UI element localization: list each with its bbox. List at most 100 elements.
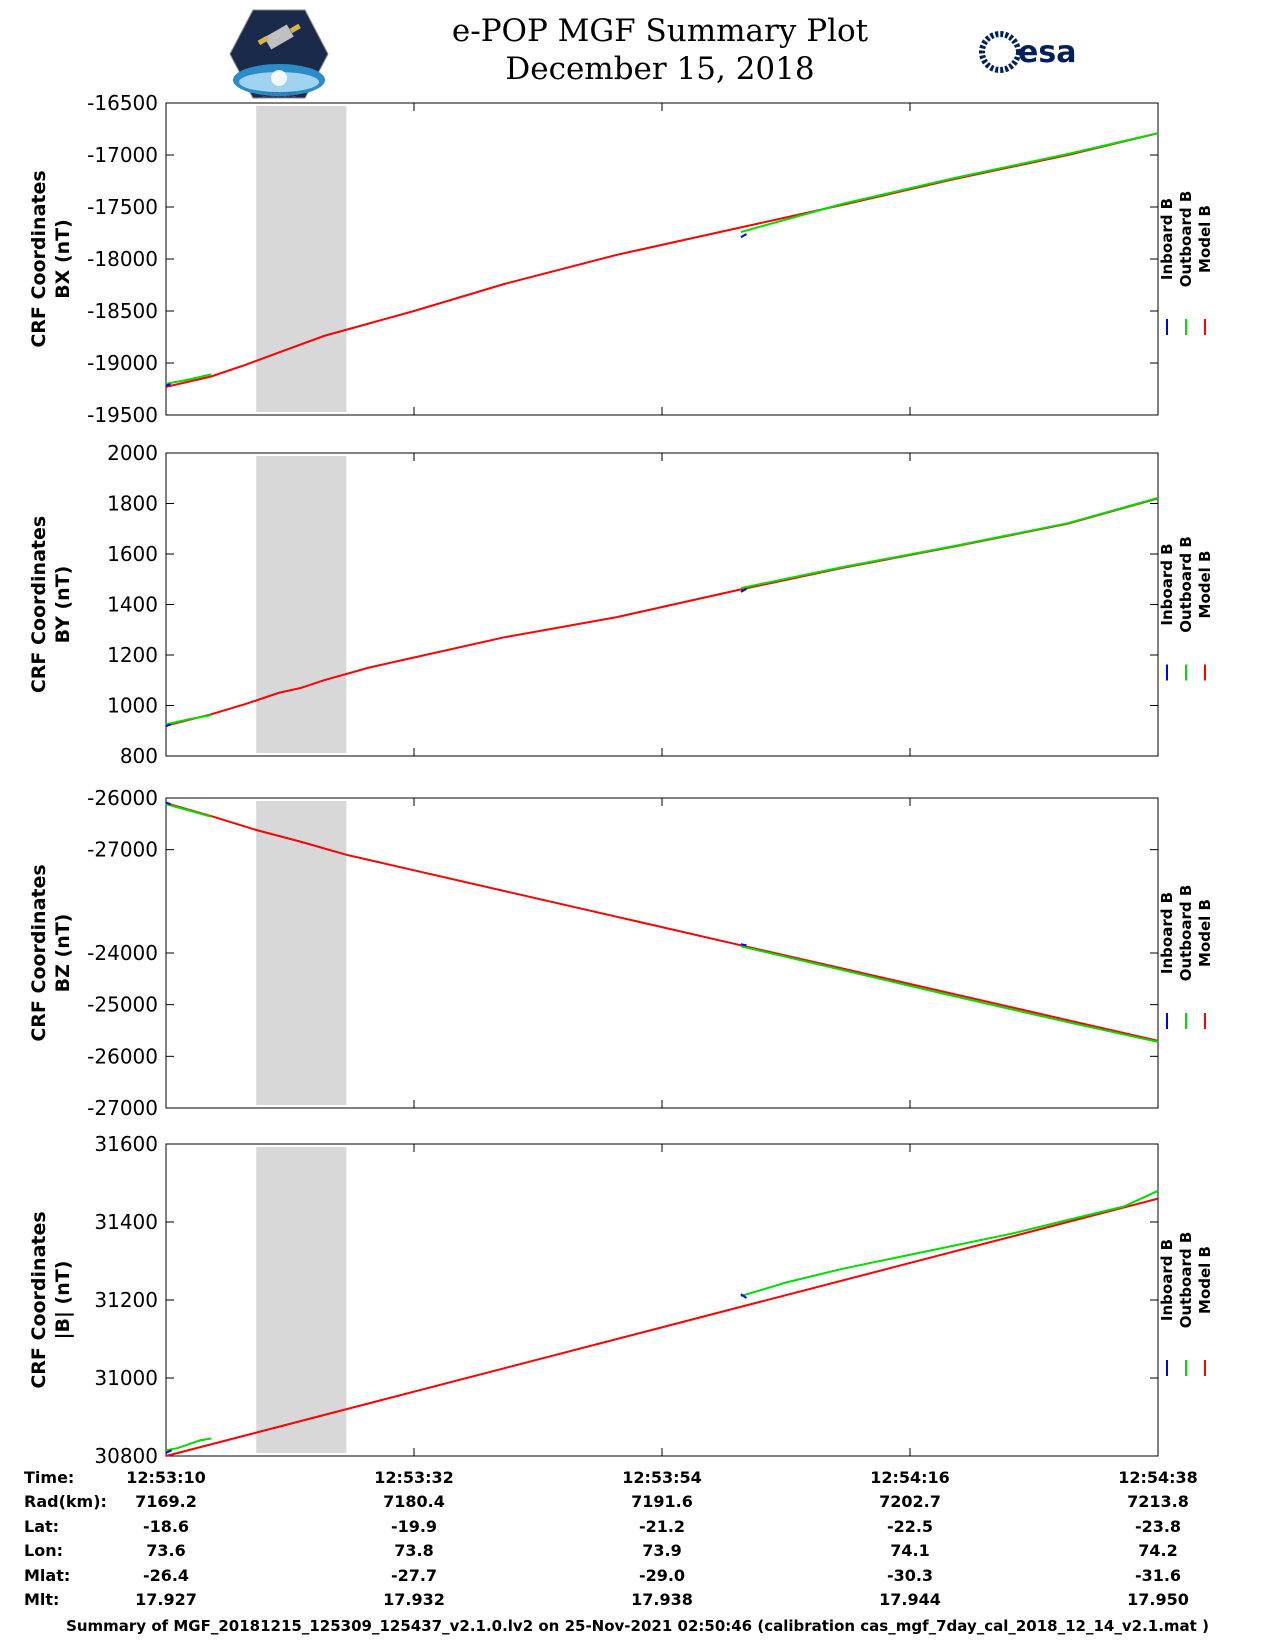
x-row-value: 73.6 (146, 1541, 185, 1560)
cassiope-logo: CASSIOPE (229, 9, 329, 99)
y-tick-label: 1600 (107, 542, 158, 566)
y-tick-label: -27000 (87, 1096, 158, 1120)
x-row-value: 7169.2 (135, 1492, 197, 1511)
x-row-label: Rad(km): (24, 1492, 107, 1511)
y-tick-label: -17000 (87, 143, 158, 167)
x-row-value: -31.6 (1135, 1566, 1181, 1585)
legend-label: Inboard B (1158, 1239, 1176, 1321)
legend-label: Outboard B (1177, 885, 1195, 982)
svg-text:esa: esa (1018, 35, 1076, 70)
x-row-value: -26.4 (143, 1566, 189, 1585)
title-block: e-POP MGF Summary Plot December 15, 2018 (380, 12, 940, 88)
shaded-interval (256, 1147, 347, 1453)
series-line-inboard-b (740, 1293, 748, 1299)
x-row-value: 17.927 (135, 1590, 197, 1609)
x-row-value: 17.950 (1127, 1590, 1189, 1609)
series-line-inboard-b (165, 382, 171, 387)
x-row-value: 12:54:38 (1118, 1468, 1198, 1487)
x-row-value: -19.9 (391, 1517, 437, 1536)
series-line-outboard-b (740, 945, 1159, 1043)
x-row-value: 74.1 (890, 1541, 929, 1560)
legend-label: Model B (1196, 205, 1214, 273)
x-row-value: 7180.4 (383, 1492, 445, 1511)
y-tick-label: 1400 (107, 593, 158, 617)
x-row-value: 7202.7 (879, 1492, 941, 1511)
y-tick-label: -18500 (87, 299, 158, 323)
x-row-value: 7191.6 (631, 1492, 693, 1511)
series-line-outboard-b (165, 1437, 212, 1452)
x-row-value: -22.5 (887, 1517, 933, 1536)
y-axis-label: CRF Coordinates (28, 516, 50, 693)
y-axis-label: BX (nT) (52, 219, 74, 299)
series-line-outboard-b (740, 1189, 1159, 1298)
x-row-label: Lat: (24, 1517, 59, 1536)
legend-label: Inboard B (1158, 198, 1176, 280)
y-axis-label: CRF Coordinates (28, 1211, 50, 1388)
x-row-label: Mlt: (24, 1590, 59, 1609)
y-tick-label: -19500 (87, 403, 158, 427)
shaded-interval (256, 106, 347, 412)
x-row-label: Time: (24, 1468, 74, 1487)
x-row-label: Mlat: (24, 1566, 70, 1585)
legend-label: Model B (1196, 899, 1214, 967)
y-tick-label: -26000 (87, 1044, 158, 1068)
y-axis-label: |B| (nT) (52, 1261, 74, 1340)
y-tick-label: -19000 (87, 351, 158, 375)
x-row-value: -27.7 (391, 1566, 437, 1585)
x-row-value: 17.944 (879, 1590, 941, 1609)
y-tick-label: -27000 (87, 838, 158, 862)
x-row-value: 17.938 (631, 1590, 693, 1609)
series-line-outboard-b (165, 373, 212, 385)
y-tick-label: -26000 (87, 786, 158, 810)
y-tick-label: 800 (120, 744, 158, 768)
shaded-interval (256, 801, 347, 1105)
page-title: e-POP MGF Summary Plot (451, 13, 869, 49)
legend-label: Inboard B (1158, 892, 1176, 974)
y-tick-label: 31200 (94, 1288, 158, 1312)
legend-label: Inboard B (1158, 543, 1176, 625)
y-tick-label: -24000 (87, 941, 158, 965)
x-row-value: 73.8 (394, 1541, 433, 1560)
esa-logo: esa (979, 31, 1076, 73)
y-tick-label: -18000 (87, 247, 158, 271)
series-line-inboard-b (740, 587, 747, 593)
x-row-value: 12:53:10 (126, 1468, 206, 1487)
legend-label: Outboard B (1177, 1232, 1195, 1329)
y-tick-label: 31400 (94, 1210, 158, 1234)
y-axis-label: BY (nT) (52, 566, 74, 644)
legend-label: Model B (1196, 551, 1214, 619)
series-line-inboard-b (165, 801, 171, 806)
shaded-interval (256, 456, 347, 753)
legend-label: Outboard B (1177, 191, 1195, 288)
y-axis-label: CRF Coordinates (28, 864, 50, 1041)
footer-caption: Summary of MGF_20181215_125309_125437_v2… (66, 1617, 1209, 1635)
y-tick-label: 2000 (107, 441, 158, 465)
y-tick-label: -16500 (87, 91, 158, 115)
y-tick-label: 31000 (94, 1366, 158, 1390)
x-row-value: 7213.8 (1127, 1492, 1189, 1511)
legend-label: Model B (1196, 1246, 1214, 1314)
x-row-value: 17.932 (383, 1590, 445, 1609)
y-tick-label: 1800 (107, 492, 158, 516)
series-line-inboard-b (165, 723, 171, 728)
y-tick-label: 1000 (107, 694, 158, 718)
series-line-inboard-b (165, 1449, 173, 1454)
x-row-value: 12:53:32 (374, 1468, 454, 1487)
x-row-value: -29.0 (639, 1566, 685, 1585)
x-row-value: -18.6 (143, 1517, 189, 1536)
series-line-inboard-b (740, 233, 747, 239)
y-axis-label: BZ (nT) (52, 914, 74, 993)
y-tick-label: -17500 (87, 195, 158, 219)
x-row-value: -23.8 (1135, 1517, 1181, 1536)
x-row-value: 12:54:16 (870, 1468, 950, 1487)
series-line-outboard-b (165, 803, 212, 818)
y-tick-label: -25000 (87, 993, 158, 1017)
series-line-outboard-b (740, 132, 1159, 233)
y-tick-label: 31600 (94, 1132, 158, 1156)
legend-label: Outboard B (1177, 536, 1195, 633)
series-line-outboard-b (740, 496, 1159, 590)
x-row-value: 73.9 (642, 1541, 681, 1560)
series-line-inboard-b (740, 943, 747, 947)
x-row-value: -21.2 (639, 1517, 685, 1536)
